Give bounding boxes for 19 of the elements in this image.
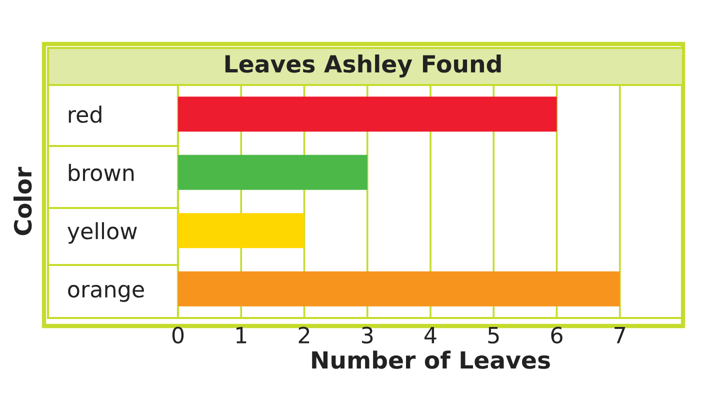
y-axis-title: Color [13, 166, 32, 236]
y-tick-label: brown [68, 164, 134, 182]
x-tick-label: 2 [298, 326, 310, 344]
x-tick-label: 3 [362, 326, 373, 344]
x-tick-label: 4 [424, 327, 436, 344]
x-tick-label: 6 [551, 326, 562, 344]
x-tick-label: 5 [488, 327, 499, 344]
x-tick-label: 7 [614, 327, 626, 344]
chart-title: Leaves Ashley Found [225, 54, 501, 78]
x-tick-label: 0 [172, 326, 184, 344]
bar [178, 96, 557, 132]
x-axis-title: Number of Leaves [312, 350, 550, 369]
y-tick-label: red [68, 106, 102, 123]
x-tick-label: 1 [236, 327, 246, 344]
bar [178, 154, 368, 190]
y-tick-label: orange [68, 284, 144, 302]
y-tick-label: yellow [68, 222, 137, 244]
bar [178, 271, 620, 306]
bar [178, 213, 304, 248]
